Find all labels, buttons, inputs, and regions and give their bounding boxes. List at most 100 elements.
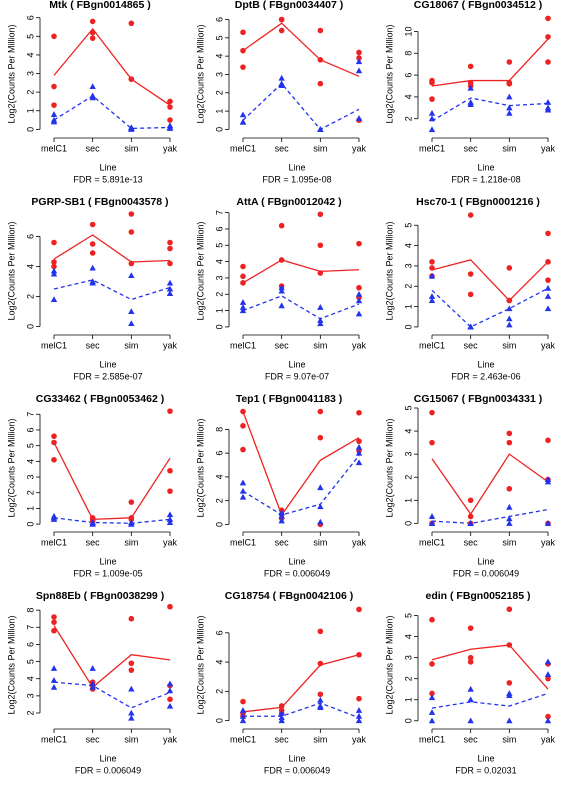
x-axis-label: Line bbox=[477, 556, 494, 566]
panel-title: PGRP-SB1 ( FBgn0043578 ) bbox=[31, 196, 168, 208]
replicate-point bbox=[428, 109, 436, 116]
fdr-note: FDR = 2.463e-06 bbox=[451, 371, 520, 381]
x-tick-label: yak bbox=[541, 143, 556, 153]
replicate-point bbox=[50, 665, 58, 671]
x-tick-label: yak bbox=[163, 537, 178, 547]
panel: CG15067 ( FBgn0034331 ) 0 1 2 3 4 5 melC1 sec sim… bbox=[384, 393, 555, 579]
replicate-point bbox=[50, 270, 58, 277]
replicate-point bbox=[506, 485, 513, 492]
x-tick-label: yak bbox=[352, 143, 367, 153]
x-tick-label: sec bbox=[464, 734, 479, 744]
y-tick-label: 3 bbox=[25, 693, 35, 698]
replicate-point bbox=[429, 259, 435, 265]
fdr-note: FDR = 1.218e-08 bbox=[451, 174, 520, 184]
y-tick-label: 4 bbox=[403, 634, 413, 639]
replicate-point bbox=[278, 709, 285, 716]
replicate-point bbox=[239, 717, 247, 724]
replicate-point bbox=[317, 704, 324, 710]
x-axis-label: Line bbox=[477, 162, 494, 172]
mean-line bbox=[242, 295, 360, 320]
y-axis-label: Log2(Counts Per Million) bbox=[195, 221, 205, 320]
replicate-point bbox=[317, 434, 324, 441]
replicate-point bbox=[355, 290, 363, 297]
replicate-point bbox=[467, 99, 474, 105]
replicate-point bbox=[356, 55, 362, 61]
replicate-point bbox=[467, 84, 474, 91]
replicate-point bbox=[50, 512, 58, 519]
replicate-point bbox=[506, 59, 513, 65]
replicate-point bbox=[89, 241, 96, 247]
mean-line bbox=[431, 644, 549, 690]
replicate-point bbox=[317, 211, 324, 218]
replicate-point bbox=[506, 430, 513, 437]
replicate-point bbox=[51, 456, 57, 463]
replicate-point bbox=[278, 222, 285, 229]
y-tick-label: 0 bbox=[214, 718, 224, 723]
y-tick-label: 5 bbox=[403, 405, 413, 410]
replicate-point bbox=[240, 29, 246, 36]
y-tick-label: 2 bbox=[403, 676, 413, 681]
replicate-point bbox=[239, 304, 247, 310]
panel-title: CG18754 ( FBgn0042106 ) bbox=[225, 590, 353, 602]
x-tick-label: melC1 bbox=[419, 537, 445, 547]
y-tick-label: 0 bbox=[214, 127, 224, 132]
fdr-note: FDR = 0.006049 bbox=[264, 765, 330, 775]
replicate-point bbox=[467, 659, 474, 665]
replicate-point bbox=[317, 691, 324, 698]
replicate-point bbox=[89, 18, 96, 25]
x-tick-label: sec bbox=[86, 340, 101, 350]
replicate-point bbox=[128, 499, 135, 505]
y-tick-label: 6 bbox=[214, 451, 224, 456]
panel-title: CG15067 ( FBgn0034331 ) bbox=[414, 393, 542, 405]
replicate-point bbox=[167, 488, 173, 494]
x-tick-label: melC1 bbox=[419, 340, 445, 350]
replicate-point bbox=[167, 408, 173, 414]
y-tick-label: 2 bbox=[25, 294, 35, 299]
y-tick-label: 4 bbox=[403, 94, 413, 99]
replicate-point bbox=[544, 658, 552, 665]
replicate-point bbox=[428, 297, 436, 303]
replicate-point bbox=[428, 126, 436, 133]
fdr-note: FDR = 1.009e-05 bbox=[73, 568, 142, 578]
replicate-point bbox=[240, 698, 246, 705]
x-tick-label: sec bbox=[275, 143, 290, 153]
x-axis-label: Line bbox=[477, 359, 494, 369]
replicate-point bbox=[545, 59, 551, 65]
x-tick-label: sec bbox=[86, 143, 101, 153]
y-tick-label: 4 bbox=[403, 243, 413, 248]
replicate-point bbox=[544, 99, 552, 105]
mean-line bbox=[242, 259, 360, 284]
y-tick-label: 0 bbox=[403, 718, 413, 723]
replicate-point bbox=[50, 111, 58, 117]
replicate-point bbox=[545, 713, 551, 720]
replicate-point bbox=[428, 115, 436, 122]
y-axis-label: Log2(Counts Per Million) bbox=[195, 24, 205, 123]
replicate-point bbox=[51, 433, 57, 440]
x-tick-label: yak bbox=[541, 340, 556, 350]
replicate-point bbox=[128, 320, 135, 326]
panel-title: Mtk ( FBgn0014865 ) bbox=[49, 0, 151, 11]
replicate-point bbox=[240, 446, 246, 453]
replicate-point bbox=[506, 104, 513, 111]
replicate-point bbox=[50, 683, 58, 690]
x-tick-label: sec bbox=[275, 537, 290, 547]
replicate-point bbox=[50, 267, 58, 274]
y-tick-label: 0 bbox=[25, 324, 35, 329]
replicate-point bbox=[544, 717, 552, 724]
replicate-point bbox=[128, 260, 135, 267]
replicate-point bbox=[51, 439, 57, 446]
replicate-point bbox=[356, 651, 362, 658]
y-tick-label: 2 bbox=[25, 90, 35, 95]
panel-title: AttA ( FBgn0012042 ) bbox=[236, 196, 341, 208]
replicate-point bbox=[317, 320, 324, 327]
y-axis-label: Log2(Counts Per Million) bbox=[195, 418, 205, 517]
replicate-point bbox=[128, 211, 135, 217]
replicate-point bbox=[278, 512, 285, 519]
replicate-point bbox=[467, 291, 474, 298]
x-tick-label: sim bbox=[124, 340, 138, 350]
replicate-point bbox=[51, 102, 57, 108]
replicate-point bbox=[278, 509, 285, 516]
replicate-point bbox=[356, 409, 362, 416]
replicate-point bbox=[428, 272, 436, 279]
